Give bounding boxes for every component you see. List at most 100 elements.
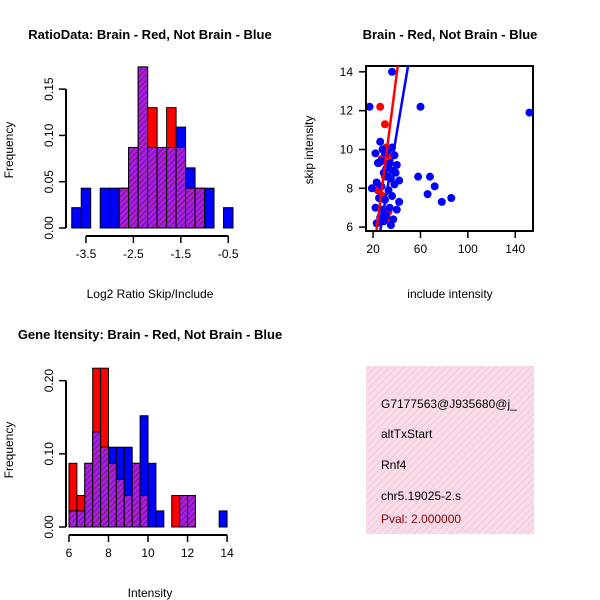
scatter-y-tick-label: 10 — [340, 142, 354, 156]
scatter-point-not-brain — [388, 67, 397, 76]
scatter-point-not-brain — [371, 149, 380, 158]
intensity-hist-axes: 6 8 10 12 14 0.00 0.10 0.20 — [42, 369, 234, 560]
info-event-id: G7177563@J935680@j_ — [381, 397, 517, 411]
scatter-point-not-brain — [423, 190, 432, 199]
intensity-hist-title: Gene Itensity: Brain - Red, Not Brain - … — [18, 327, 282, 342]
scatter-point-not-brain — [388, 192, 397, 201]
scatter-x-tick-label: 100 — [458, 242, 478, 256]
ratio-histogram-panel: RatioData: Brain - Red, Not Brain - Blue… — [2, 27, 272, 301]
intensity-hist-y-tick-label: 0.00 — [42, 515, 56, 539]
intensity-hist-bar-not-brain — [147, 462, 157, 528]
ratio-hist-bar-overlap — [175, 146, 187, 229]
intensity-hist-xlabel: Intensity — [128, 586, 173, 600]
intensity-hist-x-tick-label: 8 — [105, 546, 112, 560]
intensity-hist-bar-overlap — [139, 495, 149, 528]
intensity-hist-bar-brain — [171, 495, 181, 528]
ratio-hist-bar-not-brain — [71, 207, 82, 229]
scatter-point-not-brain — [437, 197, 446, 206]
ratio-hist-bar-overlap — [147, 146, 158, 229]
ratio-hist-bar-overlap — [156, 146, 168, 229]
intensity-hist-y-tick-label: 0.20 — [42, 369, 56, 393]
scatter-axes: 20 60 100 140 6 8 10 12 14 — [340, 65, 526, 256]
scatter-x-tick-label: 60 — [414, 242, 428, 256]
info-location: chr5.19025-2.s — [381, 489, 461, 503]
ratio-hist-bar-overlap — [118, 187, 130, 229]
scatter-point-not-brain — [386, 221, 395, 230]
ratio-hist-bar-overlap — [185, 187, 196, 229]
intensity-hist-bar-overlap — [115, 478, 125, 528]
scatter-point-not-brain — [371, 203, 380, 212]
scatter-point-not-brain — [385, 203, 394, 212]
scatter-point-not-brain — [367, 184, 376, 193]
ratio-hist-bar-overlap — [166, 146, 177, 229]
ratio-hist-bar-overlap — [128, 146, 139, 229]
scatter-panel: Brain - Red, Not Brain - Blue 20 60 100 140… — [302, 27, 537, 301]
intensity-hist-bar-overlap — [68, 510, 78, 528]
intensity-hist-x-tick-label: 14 — [220, 546, 234, 560]
intensity-hist-bar-not-brain — [218, 510, 228, 528]
ratio-hist-x-tick-label: -0.5 — [218, 247, 239, 261]
intensity-hist-x-tick-label: 6 — [66, 546, 73, 560]
intensity-hist-y-tick-label: 0.10 — [42, 442, 56, 466]
intensity-hist-bar-overlap — [123, 495, 133, 528]
ratio-hist-y-tick-label: 0.00 — [42, 216, 56, 240]
ratio-hist-bar-overlap — [137, 66, 149, 229]
scatter-point-not-brain — [390, 180, 399, 189]
intensity-hist-x-tick-label: 10 — [141, 546, 155, 560]
intensity-hist-bars — [68, 367, 228, 528]
scatter-xlabel: include intensity — [407, 287, 492, 301]
scatter-ylabel: skip intensity — [302, 116, 316, 185]
scatter-point-not-brain — [365, 102, 374, 111]
scatter-fit-line-not-brain — [378, 65, 410, 232]
info-panel: G7177563@J935680@j_ altTxStart Rnf4 chr5… — [366, 366, 534, 534]
ratio-hist-x-tick-label: -2.5 — [123, 247, 144, 261]
scatter-point-not-brain — [425, 172, 434, 181]
ratio-hist-bar-not-brain — [80, 187, 92, 229]
scatter-point-not-brain — [414, 172, 423, 181]
ratio-hist-xlabel: Log2 Ratio Skip/Include — [87, 287, 214, 301]
scatter-title: Brain - Red, Not Brain - Blue — [363, 27, 538, 42]
ratio-hist-title: RatioData: Brain - Red, Not Brain - Blue — [28, 27, 271, 42]
ratio-hist-bar-not-brain — [204, 187, 215, 229]
ratio-hist-y-tick-label: 0.10 — [42, 123, 56, 147]
intensity-hist-bar-overlap — [84, 462, 94, 528]
scatter-fit-lines — [375, 65, 410, 232]
intensity-hist-bar-overlap — [92, 431, 102, 528]
info-panel-background — [366, 366, 534, 534]
ratio-hist-y-tick-label: 0.15 — [42, 77, 56, 101]
scatter-y-tick-label: 14 — [340, 65, 354, 79]
ratio-hist-bar-not-brain — [223, 207, 234, 229]
scatter-y-tick-label: 8 — [346, 181, 353, 195]
scatter-points — [365, 67, 534, 230]
ratio-hist-y-tick-label: 0.05 — [42, 170, 56, 194]
scatter-point-not-brain — [376, 137, 385, 146]
intensity-hist-bar-overlap — [131, 462, 141, 528]
intensity-hist-ylabel: Frequency — [2, 422, 16, 479]
scatter-fit-line-brain — [375, 65, 399, 232]
intensity-histogram-panel: Gene Itensity: Brain - Red, Not Brain - … — [2, 327, 282, 600]
intensity-hist-x-tick-label: 12 — [181, 546, 195, 560]
scatter-point-not-brain — [430, 182, 439, 191]
ratio-hist-bar-not-brain — [109, 187, 120, 229]
scatter-point-not-brain — [392, 205, 401, 214]
ratio-hist-bars — [71, 66, 234, 229]
scatter-y-tick-label: 6 — [346, 220, 353, 234]
scatter-point-not-brain — [395, 197, 404, 206]
scatter-point-not-brain — [447, 194, 456, 202]
intensity-hist-bar-overlap — [76, 510, 86, 528]
scatter-point-brain — [376, 102, 385, 111]
info-event-type: altTxStart — [381, 427, 433, 441]
info-gene-name: Rnf4 — [381, 458, 407, 472]
info-pval: Pval: 2.000000 — [381, 512, 461, 526]
ratio-hist-bar-overlap — [194, 187, 206, 229]
ratio-hist-bar-not-brain — [99, 187, 111, 229]
scatter-point-brain — [380, 120, 389, 129]
ratio-hist-x-tick-label: -1.5 — [170, 247, 191, 261]
scatter-x-tick-label: 140 — [505, 242, 525, 256]
intensity-hist-bar-overlap — [179, 495, 189, 528]
intensity-hist-bar-overlap — [108, 462, 117, 528]
ratio-hist-x-tick-label: -3.5 — [76, 247, 97, 261]
intensity-hist-bar-overlap — [187, 495, 196, 528]
scatter-x-tick-label: 20 — [366, 242, 380, 256]
